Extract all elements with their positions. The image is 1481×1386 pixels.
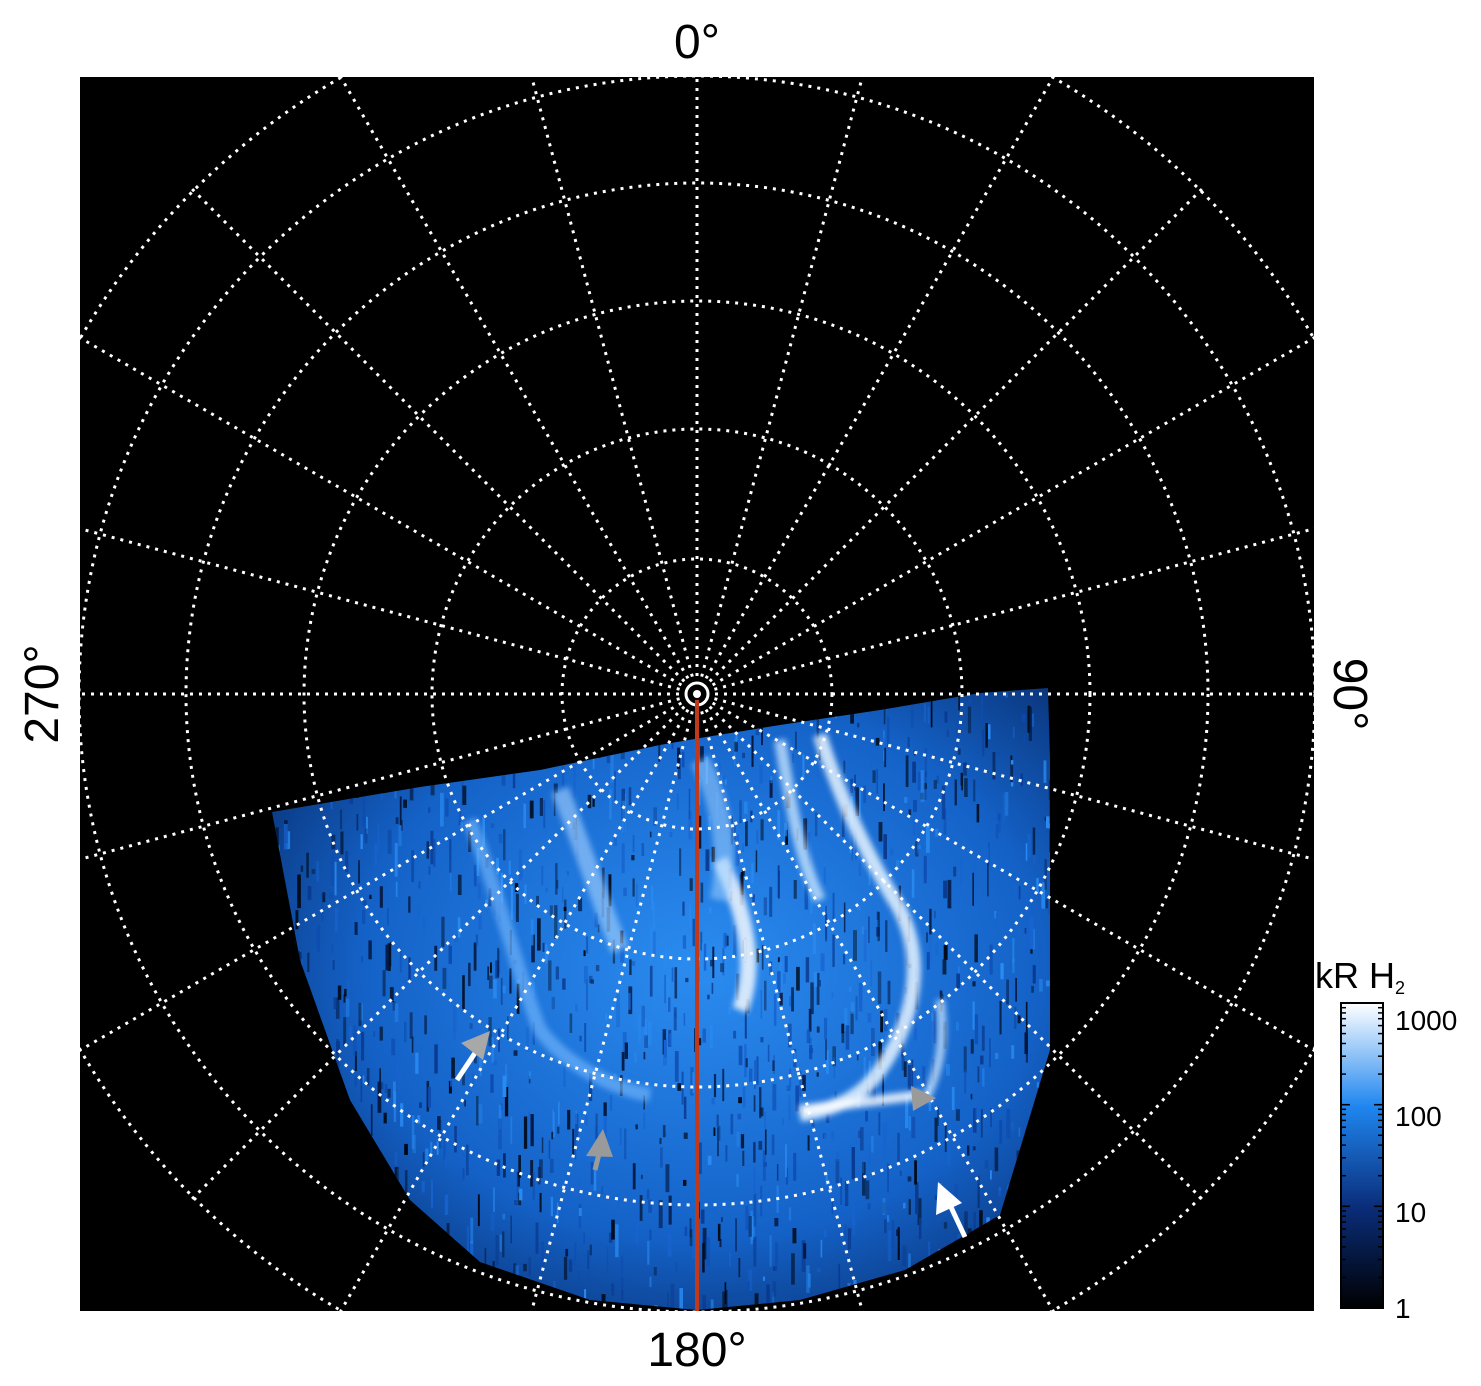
meridian-line <box>80 336 683 687</box>
meridian-line <box>713 527 1314 691</box>
arrow-grey-left <box>454 1031 490 1082</box>
meridian-line <box>700 77 864 678</box>
meridian-line <box>700 710 864 1311</box>
meridian-line <box>711 336 1314 687</box>
colorbar-tick-label: 100 <box>1395 1101 1442 1132</box>
meridian-line <box>339 77 690 680</box>
aurora-bright-arcs <box>463 732 947 1122</box>
colorbar-tick-label: 1000 <box>1395 1005 1457 1036</box>
meridian-line <box>80 701 683 1052</box>
meridian-line <box>339 708 690 1311</box>
colorbar-gradient <box>1340 1002 1384 1309</box>
longitude-label-right: 90° <box>1323 658 1376 731</box>
longitude-label-bottom: 180° <box>647 1324 746 1377</box>
latitude-circle <box>302 299 1092 1089</box>
arrow-white-right <box>936 1182 968 1239</box>
meridian-line <box>186 705 686 1205</box>
arrow-grey-right <box>911 1086 936 1111</box>
meridian-line <box>711 701 1314 1052</box>
meridian-line <box>704 77 1055 680</box>
meridian-line <box>530 77 694 678</box>
colorbar-title: kR H2 <box>1315 955 1405 998</box>
meridian-line <box>708 705 1208 1205</box>
meridian-line <box>530 710 694 1311</box>
meridian-line <box>80 527 681 691</box>
longitude-label-left: 270° <box>16 644 69 743</box>
meridian-line <box>80 697 681 861</box>
arrow-grey-center <box>586 1129 613 1171</box>
meridian-line <box>186 183 686 683</box>
colorbar: kR H2 1000 100 10 1 <box>1315 955 1457 1324</box>
longitude-label-top: 0° <box>674 16 720 69</box>
meridian-line <box>713 697 1314 861</box>
colorbar-minor-ticks <box>1341 1002 1383 1309</box>
meridian-line <box>708 183 1208 683</box>
colorbar-tick-label: 1 <box>1395 1293 1411 1324</box>
colorbar-tick-label: 10 <box>1395 1197 1426 1228</box>
meridian-line <box>704 708 1055 1311</box>
